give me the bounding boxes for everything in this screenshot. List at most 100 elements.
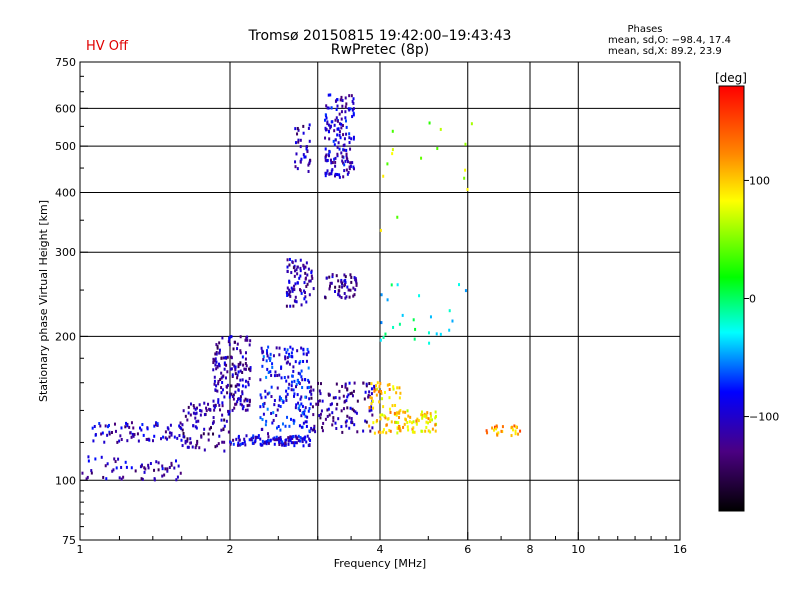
echo-point xyxy=(176,475,179,479)
echo-point xyxy=(192,411,195,415)
echo-point xyxy=(294,141,297,145)
echo-point xyxy=(330,172,333,176)
echo-point xyxy=(349,288,352,292)
echo-point xyxy=(272,411,275,415)
echo-point xyxy=(514,432,517,436)
echo-point xyxy=(288,290,291,294)
echo-point xyxy=(278,398,281,402)
echo-point xyxy=(379,228,382,232)
echo-point xyxy=(298,276,301,280)
echo-point xyxy=(319,412,322,416)
echo-point xyxy=(287,436,290,440)
echo-point xyxy=(244,367,247,371)
x-tick-label: 2 xyxy=(227,543,234,556)
echo-point xyxy=(176,436,179,440)
echo-point xyxy=(239,351,242,355)
echo-point xyxy=(207,438,210,442)
echo-point xyxy=(324,296,327,300)
echo-point xyxy=(300,402,303,406)
echo-point xyxy=(280,365,283,369)
echo-point xyxy=(388,396,391,400)
echo-point xyxy=(299,372,302,376)
echo-point xyxy=(388,388,391,392)
echo-point xyxy=(117,457,120,461)
echo-point xyxy=(376,419,379,423)
echo-point xyxy=(327,392,330,396)
echo-point xyxy=(420,429,423,433)
echo-point xyxy=(318,399,321,403)
echo-point xyxy=(362,429,365,433)
echo-point xyxy=(294,299,297,303)
echo-point xyxy=(399,408,402,412)
echo-point xyxy=(292,365,295,369)
echo-point xyxy=(329,93,332,97)
echo-point xyxy=(435,332,438,336)
echo-point xyxy=(370,408,373,412)
echo-point xyxy=(214,445,217,449)
echo-point xyxy=(306,415,309,419)
echo-point xyxy=(300,414,303,418)
echo-point xyxy=(297,434,300,438)
echo-point xyxy=(214,403,217,407)
echo-point xyxy=(221,388,224,392)
echo-point xyxy=(164,430,167,434)
echo-point xyxy=(124,425,127,429)
echo-point xyxy=(286,415,289,419)
echo-point xyxy=(313,428,316,432)
echo-point xyxy=(264,423,267,427)
echo-point xyxy=(141,423,144,427)
echo-point xyxy=(273,399,276,403)
echo-point xyxy=(372,406,375,410)
echo-point xyxy=(265,349,268,353)
echo-point xyxy=(300,395,303,399)
echo-point xyxy=(349,161,352,165)
echo-point xyxy=(218,403,221,407)
echo-point xyxy=(136,432,139,436)
echo-point xyxy=(311,428,314,432)
echo-point xyxy=(396,283,399,287)
echo-point xyxy=(269,358,272,362)
echo-point xyxy=(470,122,473,126)
echo-point xyxy=(333,143,336,147)
echo-point xyxy=(386,298,389,302)
echo-point xyxy=(195,411,198,415)
echo-point xyxy=(234,372,237,376)
echo-point xyxy=(277,404,280,408)
data-points xyxy=(81,93,522,482)
echo-point xyxy=(280,396,283,400)
echo-point xyxy=(307,267,310,271)
echo-point xyxy=(439,127,442,131)
echo-point xyxy=(215,384,218,388)
echo-point xyxy=(217,442,220,446)
echo-point xyxy=(215,343,218,347)
echo-point xyxy=(328,413,331,417)
echo-point xyxy=(382,430,385,434)
echo-point xyxy=(386,383,389,387)
echo-point xyxy=(285,379,288,383)
echo-point xyxy=(306,347,309,351)
echo-point xyxy=(243,440,246,444)
echo-point xyxy=(337,127,340,131)
echo-point xyxy=(308,279,311,283)
echo-point xyxy=(343,148,346,152)
echo-point xyxy=(166,467,169,471)
echo-point xyxy=(254,439,257,443)
echo-point xyxy=(265,375,268,379)
echo-point xyxy=(392,325,395,329)
echo-point xyxy=(228,339,231,343)
echo-point xyxy=(377,390,380,394)
echo-point xyxy=(231,373,234,377)
echo-point xyxy=(270,385,273,389)
echo-point xyxy=(217,362,220,366)
echo-point xyxy=(202,432,205,436)
echo-point xyxy=(303,281,306,285)
echo-point xyxy=(92,439,95,443)
echo-point xyxy=(427,331,430,335)
echo-point xyxy=(390,283,393,287)
echo-point xyxy=(295,152,298,156)
echo-point xyxy=(388,407,391,411)
echo-point xyxy=(429,414,432,418)
echo-point xyxy=(343,273,346,277)
echo-point xyxy=(466,187,469,191)
echo-point xyxy=(307,350,310,354)
